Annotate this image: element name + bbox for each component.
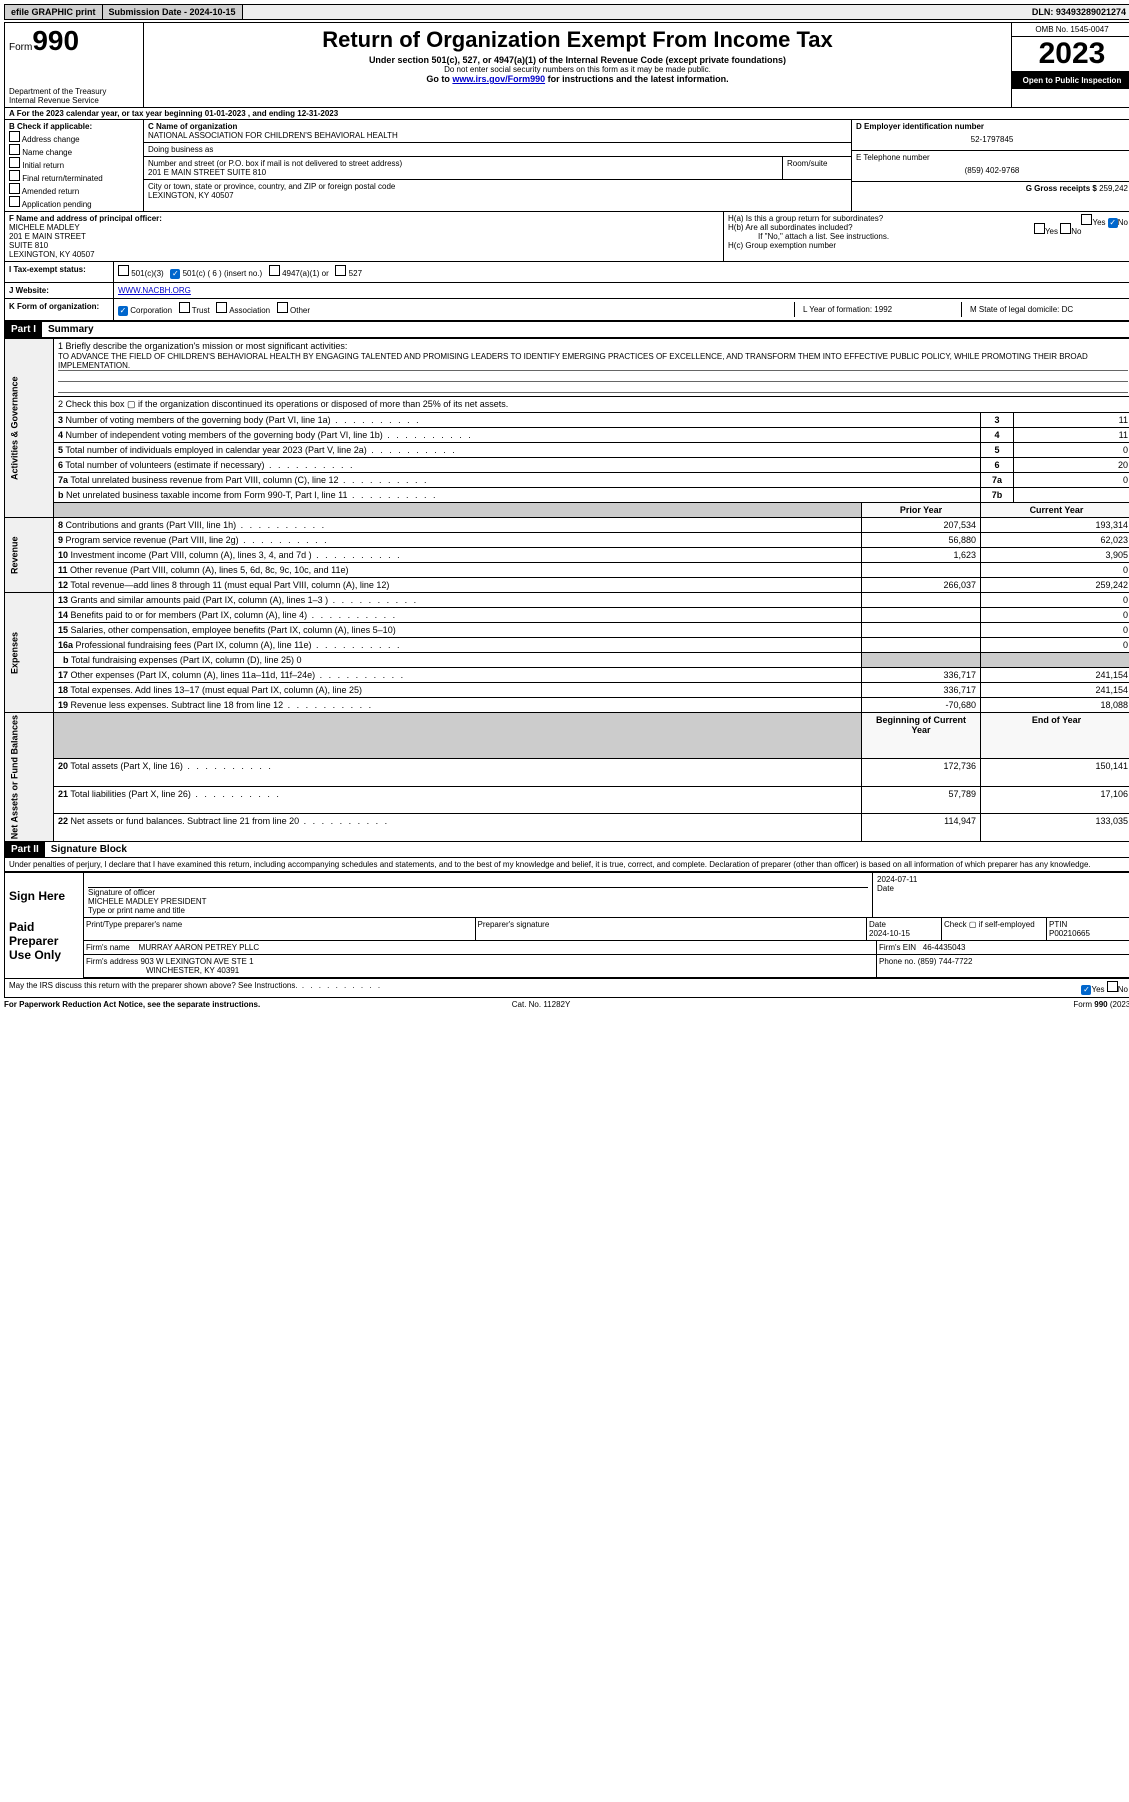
table-row: 12 Total revenue—add lines 8 through 11 … xyxy=(5,578,1129,593)
ein: 52-1797845 xyxy=(856,131,1128,148)
sign-date: 2024-07-11 xyxy=(877,875,1127,884)
check-final-return[interactable]: Final return/terminated xyxy=(9,170,139,183)
table-row: 5 Total number of individuals employed i… xyxy=(5,443,1129,458)
ptin: P00210665 xyxy=(1049,929,1090,938)
page-footer: For Paperwork Reduction Act Notice, see … xyxy=(4,998,1129,1011)
table-row: b Net unrelated business taxable income … xyxy=(5,488,1129,503)
table-row: 14 Benefits paid to or for members (Part… xyxy=(5,608,1129,623)
table-row: 7a Total unrelated business revenue from… xyxy=(5,473,1129,488)
dln: DLN: 93493289021274 xyxy=(1026,5,1129,19)
omb-number: OMB No. 1545-0047 xyxy=(1012,23,1129,37)
table-row: 11 Other revenue (Part VIII, column (A),… xyxy=(5,563,1129,578)
table-row: 4 Number of independent voting members o… xyxy=(5,428,1129,443)
section-b: B Check if applicable: Address change Na… xyxy=(5,120,144,211)
table-row: 6 Total number of volunteers (estimate i… xyxy=(5,458,1129,473)
form-header: Form990 Department of the Treasury Inter… xyxy=(4,22,1129,108)
perjury-text: Under penalties of perjury, I declare th… xyxy=(4,858,1129,872)
check-icon: ✓ xyxy=(1081,985,1091,995)
check-application-pending[interactable]: Application pending xyxy=(9,196,139,209)
form-ref: Form 990 (2023) xyxy=(1073,1000,1129,1009)
gross-receipts: 259,242 xyxy=(1099,184,1128,193)
cat-number: Cat. No. 11282Y xyxy=(512,1000,571,1009)
check-address-change[interactable]: Address change xyxy=(9,131,139,144)
firm-name: MURRAY AARON PETREY PLLC xyxy=(139,943,259,952)
check-name-change[interactable]: Name change xyxy=(9,144,139,157)
table-row: 17 Other expenses (Part IX, column (A), … xyxy=(5,668,1129,683)
section-bcd: B Check if applicable: Address change Na… xyxy=(4,120,1129,212)
form-subtitle: Under section 501(c), 527, or 4947(a)(1)… xyxy=(146,55,1009,65)
officer-signature: MICHELE MADLEY PRESIDENT xyxy=(88,897,868,906)
dept-treasury: Department of the Treasury xyxy=(9,87,139,96)
section-f: F Name and address of principal officer:… xyxy=(5,212,724,261)
goto-line: Go to www.irs.gov/Form990 for instructio… xyxy=(146,74,1009,84)
row-j-website: J Website: WWW.NACBH.ORG xyxy=(4,283,1129,299)
line-a-tax-year: A For the 2023 calendar year, or tax yea… xyxy=(4,108,1129,120)
table-row: 3 Number of voting members of the govern… xyxy=(5,413,1129,428)
summary-table: Activities & Governance 1 Briefly descri… xyxy=(4,338,1129,842)
table-row: 15 Salaries, other compensation, employe… xyxy=(5,623,1129,638)
part1-header: Part I xyxy=(5,322,42,337)
activities-label: Activities & Governance xyxy=(5,339,54,518)
discuss-row: May the IRS discuss this return with the… xyxy=(4,979,1129,998)
row-k-form-org: K Form of organization: ✓ Corporation Tr… xyxy=(4,299,1129,321)
section-deg: D Employer identification number 52-1797… xyxy=(851,120,1129,211)
part2-header: Part II xyxy=(5,842,45,857)
check-icon: ✓ xyxy=(1108,218,1118,228)
part1-title: Summary xyxy=(42,322,100,337)
form-number: Form990 xyxy=(9,25,139,57)
org-street: 201 E MAIN STREET SUITE 810 xyxy=(148,168,778,177)
tax-year: 2023 xyxy=(1012,37,1129,72)
revenue-label: Revenue xyxy=(5,518,54,593)
row-i-tax-status: I Tax-exempt status: 501(c)(3) ✓ 501(c) … xyxy=(4,262,1129,283)
section-h: H(a) Is this a group return for subordin… xyxy=(724,212,1129,261)
table-row: 19 Revenue less expenses. Subtract line … xyxy=(5,698,1129,713)
org-city: LEXINGTON, KY 40507 xyxy=(148,191,847,200)
officer-name: MICHELE MADLEY xyxy=(9,223,719,232)
open-to-public: Open to Public Inspection xyxy=(1012,72,1129,89)
year-formation: L Year of formation: 1992 xyxy=(794,302,961,317)
table-row: 21 Total liabilities (Part X, line 26)57… xyxy=(5,786,1129,814)
table-row: b Total fundraising expenses (Part IX, c… xyxy=(5,653,1129,668)
table-row: 18 Total expenses. Add lines 13–17 (must… xyxy=(5,683,1129,698)
efile-print-button[interactable]: efile GRAPHIC print xyxy=(5,5,103,19)
form-title: Return of Organization Exempt From Incom… xyxy=(146,27,1009,53)
ssn-warning: Do not enter social security numbers on … xyxy=(146,65,1009,74)
firm-phone: (859) 744-7722 xyxy=(918,957,973,966)
irs-link[interactable]: www.irs.gov/Form990 xyxy=(452,74,545,84)
firm-ein: 46-4435043 xyxy=(923,943,966,952)
phone: (859) 402-9768 xyxy=(856,162,1128,179)
section-c: C Name of organization NATIONAL ASSOCIAT… xyxy=(144,120,851,211)
check-icon: ✓ xyxy=(170,269,180,279)
firm-address: 903 W LEXINGTON AVE STE 1 xyxy=(140,957,253,966)
signature-block: Sign Here Signature of officer MICHELE M… xyxy=(4,872,1129,979)
org-name: NATIONAL ASSOCIATION FOR CHILDREN'S BEHA… xyxy=(148,131,847,140)
part2-title: Signature Block xyxy=(45,842,133,857)
netassets-label: Net Assets or Fund Balances xyxy=(5,713,54,842)
table-row: 16a Professional fundraising fees (Part … xyxy=(5,638,1129,653)
section-fh: F Name and address of principal officer:… xyxy=(4,212,1129,262)
check-amended-return[interactable]: Amended return xyxy=(9,183,139,196)
table-row: 20 Total assets (Part X, line 16)172,736… xyxy=(5,759,1129,787)
preparer-date: 2024-10-15 xyxy=(869,929,910,938)
irs-label: Internal Revenue Service xyxy=(9,96,139,105)
top-bar: efile GRAPHIC print Submission Date - 20… xyxy=(4,4,1129,20)
mission-text: TO ADVANCE THE FIELD OF CHILDREN'S BEHAV… xyxy=(58,352,1128,371)
submission-date: Submission Date - 2024-10-15 xyxy=(103,5,243,19)
expenses-label: Expenses xyxy=(5,593,54,713)
check-icon: ✓ xyxy=(118,306,128,316)
state-domicile: M State of legal domicile: DC xyxy=(961,302,1128,317)
check-initial-return[interactable]: Initial return xyxy=(9,157,139,170)
table-row: 22 Net assets or fund balances. Subtract… xyxy=(5,814,1129,842)
website-link[interactable]: WWW.NACBH.ORG xyxy=(118,286,191,295)
table-row: 10 Investment income (Part VIII, column … xyxy=(5,548,1129,563)
table-row: 9 Program service revenue (Part VIII, li… xyxy=(5,533,1129,548)
